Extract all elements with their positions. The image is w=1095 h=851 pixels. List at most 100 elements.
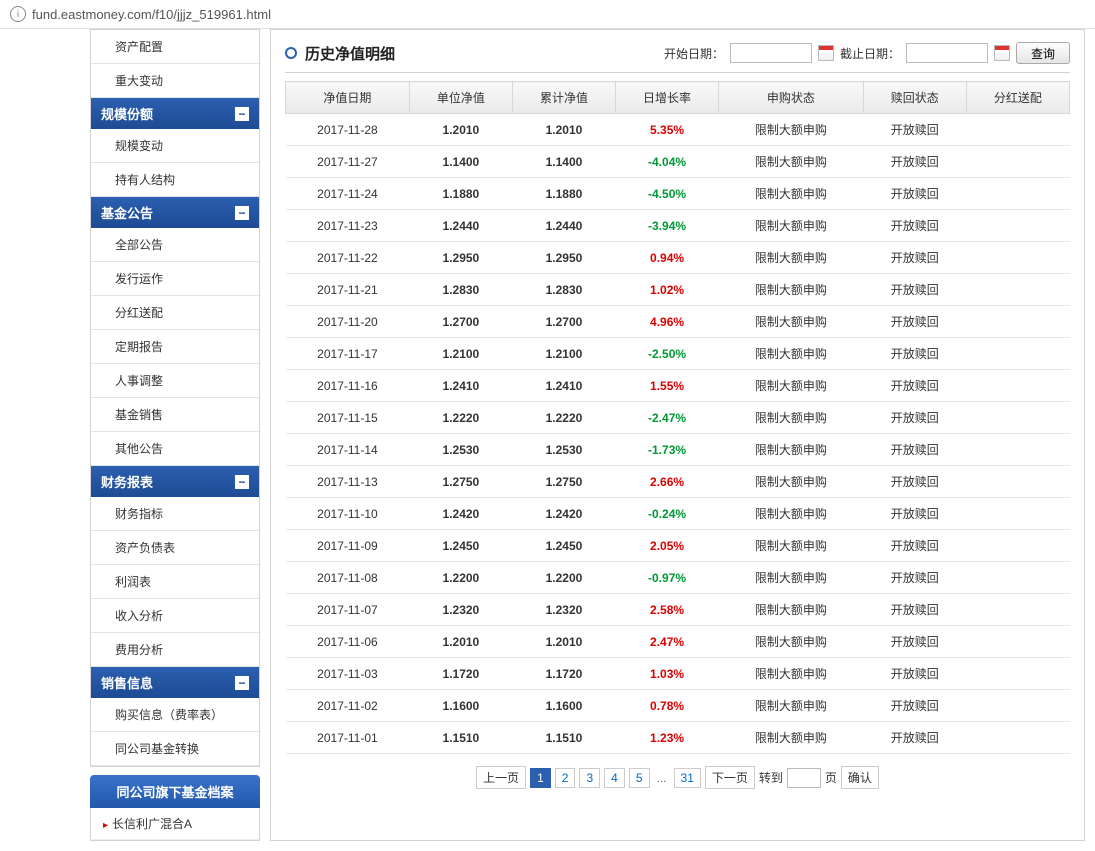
sidebar-item[interactable]: 人事调整 <box>91 364 259 398</box>
cell-date: 2017-11-06 <box>286 626 410 658</box>
sidebar-item[interactable]: 分红送配 <box>91 296 259 330</box>
sidebar-item[interactable]: 基金销售 <box>91 398 259 432</box>
pager-prev[interactable]: 上一页 <box>476 766 526 789</box>
cell-date: 2017-11-21 <box>286 274 410 306</box>
cell-cum: 1.2200 <box>512 562 615 594</box>
cell-sell: 开放赎回 <box>863 722 966 754</box>
pager-page[interactable]: 31 <box>674 768 701 788</box>
sidebar-section-header[interactable]: 规模份额− <box>91 98 259 129</box>
collapse-icon[interactable]: − <box>235 107 249 121</box>
cell-buy: 限制大额申购 <box>719 498 864 530</box>
sidebar-item[interactable]: 持有人结构 <box>91 163 259 197</box>
cell-div <box>966 306 1069 338</box>
cell-sell: 开放赎回 <box>863 658 966 690</box>
cell-div <box>966 370 1069 402</box>
sidebar-item[interactable]: 利润表 <box>91 565 259 599</box>
cell-div <box>966 466 1069 498</box>
cell-date: 2017-11-20 <box>286 306 410 338</box>
cell-sell: 开放赎回 <box>863 114 966 146</box>
sidebar-item[interactable]: 资产配置 <box>91 30 259 64</box>
sidebar-item[interactable]: 购买信息（费率表） <box>91 698 259 732</box>
sidebar-section-header[interactable]: 销售信息− <box>91 667 259 698</box>
sidebar-item[interactable]: 财务指标 <box>91 497 259 531</box>
cell-div <box>966 178 1069 210</box>
table-row: 2017-11-17 1.2100 1.2100 -2.50% 限制大额申购 开… <box>286 338 1070 370</box>
cell-nav: 1.2200 <box>409 562 512 594</box>
arrow-icon: ▸ <box>103 820 108 831</box>
cell-rate: -2.50% <box>616 338 719 370</box>
pager-page[interactable]: 4 <box>604 768 625 788</box>
sidebar-section-header[interactable]: 基金公告− <box>91 197 259 228</box>
cell-rate: 1.03% <box>616 658 719 690</box>
cell-sell: 开放赎回 <box>863 594 966 626</box>
collapse-icon[interactable]: − <box>235 475 249 489</box>
pager-next[interactable]: 下一页 <box>705 766 755 789</box>
pager-page[interactable]: 3 <box>579 768 600 788</box>
collapse-icon[interactable]: − <box>235 206 249 220</box>
table-header: 单位净值 <box>409 82 512 114</box>
table-row: 2017-11-06 1.2010 1.2010 2.47% 限制大额申购 开放… <box>286 626 1070 658</box>
cell-cum: 1.2450 <box>512 530 615 562</box>
sidebar-item[interactable]: 其他公告 <box>91 432 259 466</box>
pager-goto-input[interactable] <box>787 768 821 788</box>
cell-sell: 开放赎回 <box>863 690 966 722</box>
sidebar: 资产配置重大变动规模份额−规模变动持有人结构基金公告−全部公告发行运作分红送配定… <box>90 29 260 767</box>
cell-nav: 1.2950 <box>409 242 512 274</box>
pager: 上一页12345...31下一页转到页确认 <box>285 766 1070 789</box>
pager-page[interactable]: 2 <box>555 768 576 788</box>
pager-page[interactable]: 5 <box>629 768 650 788</box>
end-date-input[interactable] <box>906 43 988 63</box>
cell-buy: 限制大额申购 <box>719 434 864 466</box>
collapse-icon[interactable]: − <box>235 676 249 690</box>
cell-cum: 1.2220 <box>512 402 615 434</box>
sidebar-item[interactable]: 费用分析 <box>91 633 259 667</box>
cell-buy: 限制大额申购 <box>719 658 864 690</box>
cell-sell: 开放赎回 <box>863 242 966 274</box>
cell-sell: 开放赎回 <box>863 274 966 306</box>
cell-date: 2017-11-01 <box>286 722 410 754</box>
query-button[interactable]: 查询 <box>1016 42 1070 64</box>
cell-date: 2017-11-16 <box>286 370 410 402</box>
cell-div <box>966 690 1069 722</box>
sidebar-sub-item[interactable]: ▸长信利广混合A <box>91 808 259 840</box>
cell-date: 2017-11-09 <box>286 530 410 562</box>
cell-rate: 2.58% <box>616 594 719 626</box>
cell-rate: 1.23% <box>616 722 719 754</box>
cell-date: 2017-11-17 <box>286 338 410 370</box>
calendar-icon[interactable] <box>818 45 834 61</box>
cell-div <box>966 434 1069 466</box>
sidebar-item[interactable]: 规模变动 <box>91 129 259 163</box>
cell-sell: 开放赎回 <box>863 530 966 562</box>
cell-buy: 限制大额申购 <box>719 626 864 658</box>
sidebar-section-header[interactable]: 财务报表− <box>91 466 259 497</box>
panel-header: 历史净值明细 开始日期： 截止日期： 查询 <box>285 42 1070 73</box>
cell-cum: 1.2830 <box>512 274 615 306</box>
cell-cum: 1.2700 <box>512 306 615 338</box>
table-row: 2017-11-16 1.2410 1.2410 1.55% 限制大额申购 开放… <box>286 370 1070 402</box>
sidebar-item[interactable]: 收入分析 <box>91 599 259 633</box>
pager-confirm[interactable]: 确认 <box>841 766 879 789</box>
table-row: 2017-11-15 1.2220 1.2220 -2.47% 限制大额申购 开… <box>286 402 1070 434</box>
start-date-input[interactable] <box>730 43 812 63</box>
cell-rate: -0.24% <box>616 498 719 530</box>
cell-buy: 限制大额申购 <box>719 146 864 178</box>
table-header: 净值日期 <box>286 82 410 114</box>
calendar-icon[interactable] <box>994 45 1010 61</box>
cell-rate: 0.94% <box>616 242 719 274</box>
sidebar-item[interactable]: 同公司基金转换 <box>91 732 259 766</box>
sidebar-item[interactable]: 定期报告 <box>91 330 259 364</box>
panel-title-text: 历史净值明细 <box>305 43 395 64</box>
table-row: 2017-11-24 1.1880 1.1880 -4.50% 限制大额申购 开… <box>286 178 1070 210</box>
sidebar-item[interactable]: 重大变动 <box>91 64 259 98</box>
sidebar-item[interactable]: 发行运作 <box>91 262 259 296</box>
cell-nav: 1.2320 <box>409 594 512 626</box>
cell-buy: 限制大额申购 <box>719 274 864 306</box>
sidebar-item[interactable]: 全部公告 <box>91 228 259 262</box>
cell-nav: 1.2410 <box>409 370 512 402</box>
cell-date: 2017-11-08 <box>286 562 410 594</box>
cell-sell: 开放赎回 <box>863 402 966 434</box>
end-date-label: 截止日期： <box>840 45 900 62</box>
cell-cum: 1.2320 <box>512 594 615 626</box>
sidebar-item[interactable]: 资产负债表 <box>91 531 259 565</box>
pager-page[interactable]: 1 <box>530 768 551 788</box>
